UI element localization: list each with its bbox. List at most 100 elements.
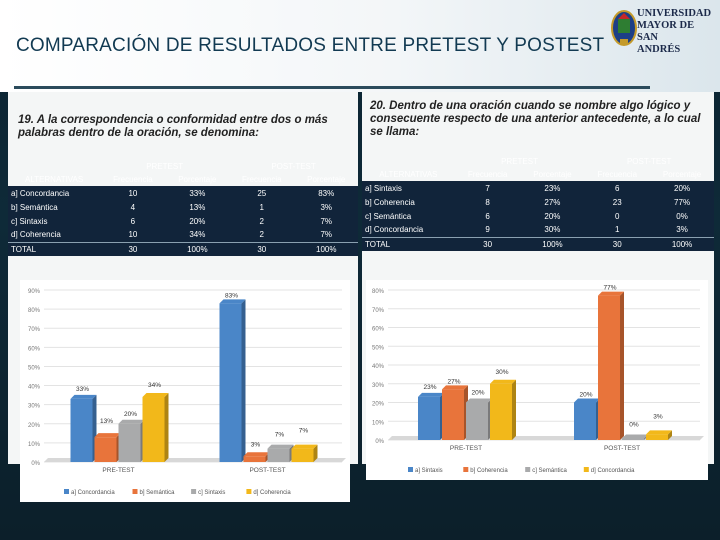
value-cell: 10 [100,186,166,200]
value-cell: 20% [520,209,585,223]
bar [243,456,266,462]
value-cell: 6 [454,209,521,223]
bar-top [622,434,648,439]
y-tick-label: 50% [28,365,41,371]
data-label: 77% [603,285,616,292]
y-tick-label: 80% [28,308,41,314]
legend-label: a] Concordancia [71,490,115,496]
col-header: Frecuencia [467,169,508,179]
value-cell: 3% [650,223,714,237]
value-cell: 25 [229,186,295,200]
value-cell: 33% [165,186,230,200]
bar [418,396,440,440]
y-tick-label: 60% [28,346,41,352]
legend-label: c] Sintaxis [198,490,225,496]
bar-top [219,299,246,304]
data-label: 27% [447,378,460,385]
value-cell: 100% [650,236,714,251]
value-cell: 6 [584,181,651,195]
bar-top [490,379,516,384]
slide-title: COMPARACIÓN DE RESULTADOS ENTRE PRETEST … [16,35,605,56]
bar-side [164,393,169,462]
data-label: 13% [100,418,113,425]
bar-top [243,452,270,457]
data-label: 20% [124,411,137,418]
col-header: Frecuencia [113,174,153,184]
legend-swatch [132,489,138,494]
col-header: Porcentaje [178,174,217,184]
bar-top [574,398,600,403]
legend-swatch [408,467,413,472]
bar-top [70,394,97,399]
group-header-posttest: POST-TEST [626,156,672,166]
value-cell: 7% [294,214,358,228]
alternative-cell: a] Concordancia [8,186,101,200]
data-label: 23% [423,384,436,391]
table-row: b] Semántica 4 13% 1 3% [8,200,358,214]
data-label: 83% [225,292,238,299]
data-label: 20% [471,390,484,397]
value-cell: 83% [294,186,358,200]
y-tick-label: 70% [28,327,41,333]
logo-line: SAN [637,32,659,43]
y-tick-label: 40% [28,385,41,391]
table-header [8,160,100,172]
bar-top [418,392,444,397]
data-label: 7% [275,432,285,439]
group-header-posttest: POST-TEST [271,161,316,171]
question-19: 19. A la correspondencia o conformidad e… [18,114,328,139]
bar [442,389,464,440]
bar [94,437,117,462]
bar-side [313,444,318,462]
bar-side [620,291,624,440]
col-header: Frecuencia [241,174,282,184]
bar [598,295,620,440]
col-header: ALTERNATIVAS [24,174,84,184]
bar-top [646,430,672,435]
university-logo-text: UNIVERSIDAD MAYOR DE SAN ANDRÉS [637,8,717,56]
data-label: 34% [148,382,161,389]
value-cell: 30 [584,236,651,251]
alternative-cell: c] Semántica [362,209,455,223]
alternative-cell: d] Concordancia [362,223,455,237]
alternative-cell: TOTAL [8,241,101,256]
value-cell: 2 [229,228,295,242]
legend-label: a] Sintaxis [415,468,443,474]
table-header [362,155,455,167]
value-cell: 100% [294,241,358,256]
value-cell: 30 [100,241,166,256]
legend-swatch [463,467,469,472]
legend-label: b] Coherencia [470,468,508,474]
value-cell: 0 [584,209,651,223]
category-label: POST-TEST [604,445,640,452]
bar [622,438,644,440]
value-cell: 20% [650,181,714,195]
value-cell: 77% [650,195,714,209]
bar [490,383,512,440]
bar [142,397,165,462]
bar [219,303,242,462]
y-tick-label: 40% [372,364,385,370]
slide-header [0,0,720,92]
value-cell: 1 [229,200,295,214]
alternative-cell: b] Coherencia [362,195,455,209]
col-header: Porcentaje [533,169,572,179]
legend-swatch [525,467,531,472]
alternative-cell: c] Sintaxis [8,214,101,228]
bar [70,398,93,462]
category-label: PRE-TEST [450,445,482,452]
bar [466,402,488,440]
university-logo [611,10,637,46]
value-cell: 100% [520,236,585,251]
value-cell: 100% [165,241,230,256]
y-tick-label: 50% [372,345,385,351]
legend-swatch [64,489,69,494]
alternative-cell: a] Sintaxis [362,181,455,195]
bar-top [466,398,492,403]
legend-swatch [246,489,252,494]
bar [267,448,290,462]
y-tick-label: 30% [28,404,41,410]
y-tick-label: 20% [372,402,385,408]
legend-swatch [583,467,589,472]
y-tick-label: 0% [31,461,40,467]
